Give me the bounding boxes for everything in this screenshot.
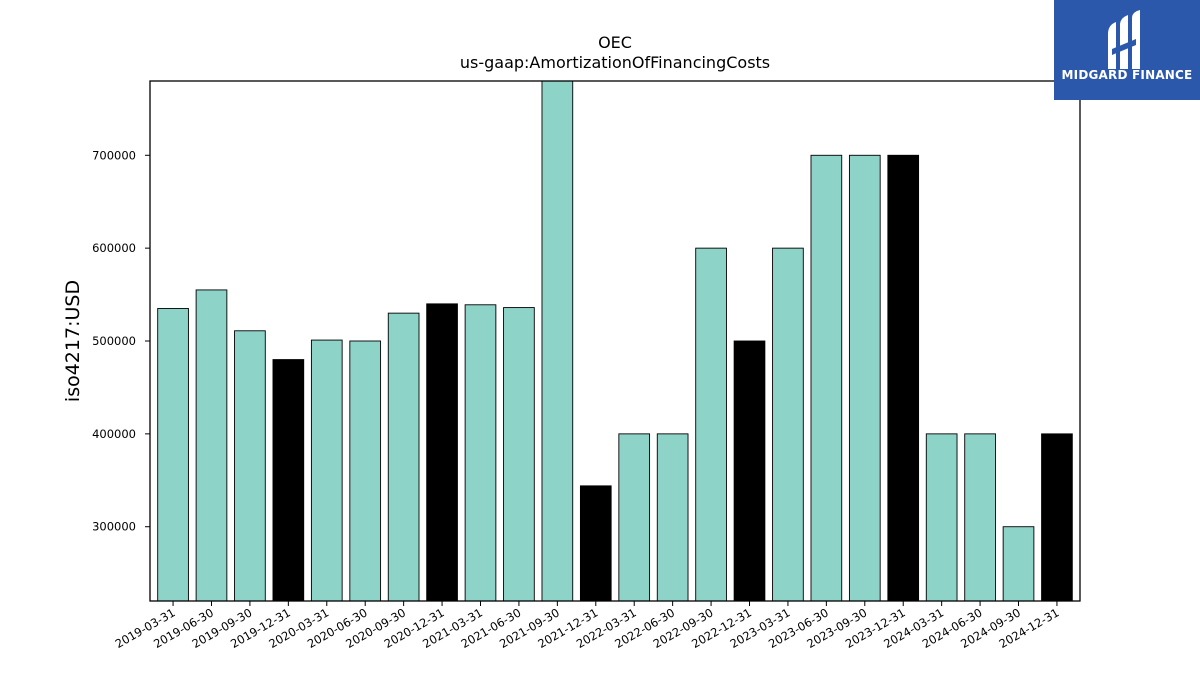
bar — [234, 330, 266, 601]
bar — [272, 359, 305, 601]
bar — [772, 247, 804, 601]
chart-subtitle: us-gaap:AmortizationOfFinancingCosts — [460, 53, 770, 72]
bar — [887, 154, 920, 601]
bar — [195, 289, 228, 601]
y-tick-label: 500000 — [92, 334, 136, 348]
bar — [733, 340, 766, 601]
bar — [925, 433, 958, 601]
midgard-logo-icon — [1108, 10, 1140, 69]
bar — [579, 485, 612, 601]
bars-group — [157, 81, 1073, 601]
midgard-finance-logo: MIDGARD FINANCE — [1054, 0, 1200, 100]
bar — [387, 312, 420, 601]
bar — [426, 303, 458, 601]
bar — [541, 81, 574, 601]
bar — [964, 433, 996, 601]
bar — [157, 308, 189, 601]
bar — [503, 307, 535, 601]
bar — [618, 433, 651, 601]
y-tick-label: 400000 — [92, 427, 136, 441]
bar — [1041, 433, 1073, 601]
x-axis: 2019-03-312019-06-302019-09-302019-12-31… — [113, 601, 1061, 651]
logo-text: MIDGARD FINANCE — [1061, 68, 1193, 82]
y-tick-label: 600000 — [92, 241, 136, 255]
y-tick-label: 700000 — [92, 148, 136, 162]
y-tick-label: 300000 — [92, 520, 136, 534]
chart-title: OEC — [598, 33, 632, 52]
bar — [656, 433, 689, 601]
bar — [1002, 526, 1035, 601]
bar — [848, 154, 881, 601]
bar — [810, 154, 843, 601]
y-axis: 300000 400000 500000 600000 700000 — [92, 148, 150, 534]
y-axis-label: iso4217:USD — [62, 280, 84, 402]
bar — [464, 304, 497, 601]
bar — [695, 247, 727, 601]
bar — [310, 339, 343, 601]
bar — [349, 340, 382, 601]
